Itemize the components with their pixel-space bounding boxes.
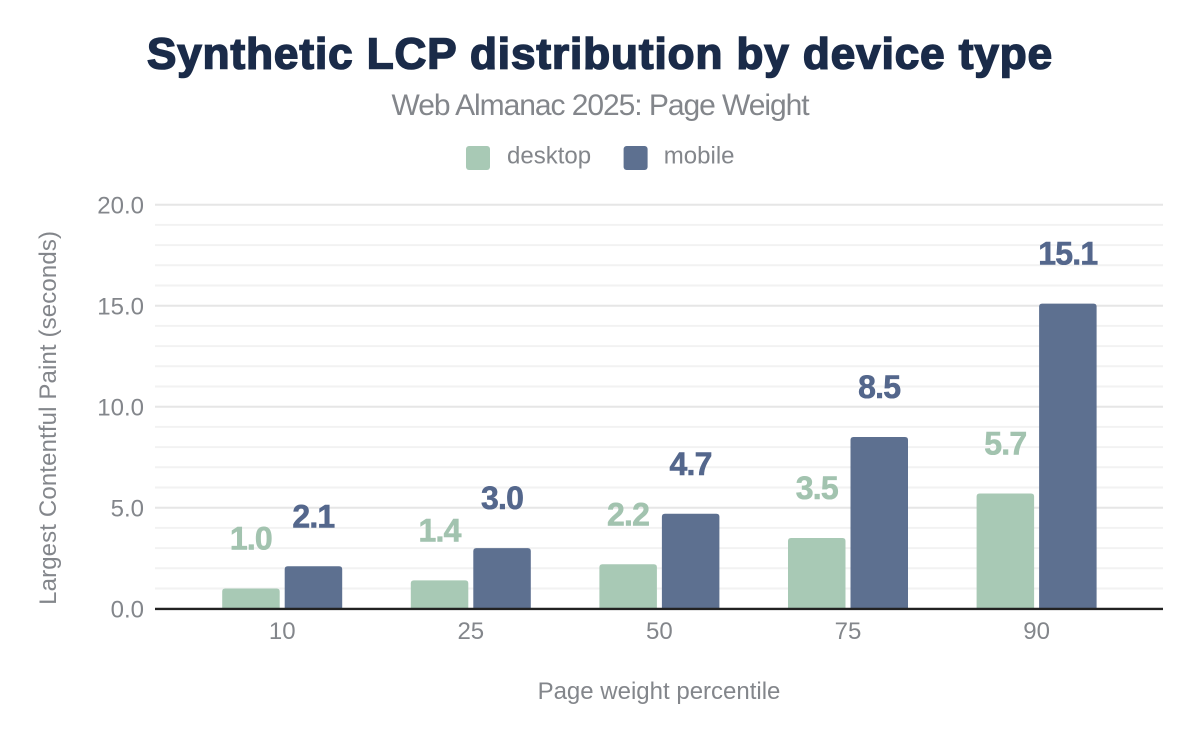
svg-text:5.7: 5.7 (984, 426, 1026, 462)
svg-text:1.0: 1.0 (230, 521, 272, 557)
svg-text:8.5: 8.5 (858, 369, 900, 405)
svg-text:15.0: 15.0 (97, 293, 144, 320)
svg-text:Page weight percentile: Page weight percentile (538, 678, 781, 705)
svg-text:25: 25 (457, 618, 484, 645)
svg-text:3.0: 3.0 (481, 480, 523, 516)
svg-text:2.1: 2.1 (292, 498, 334, 534)
svg-text:90: 90 (1023, 618, 1050, 645)
svg-text:75: 75 (835, 618, 862, 645)
svg-text:3.5: 3.5 (796, 470, 838, 506)
svg-text:0.0: 0.0 (111, 596, 144, 623)
svg-text:10.0: 10.0 (97, 394, 144, 421)
svg-text:1.4: 1.4 (419, 512, 462, 548)
svg-text:4.7: 4.7 (670, 446, 712, 482)
svg-text:desktop: desktop (507, 143, 591, 170)
svg-text:Synthetic LCP distribution by: Synthetic LCP distribution by device typ… (147, 30, 1053, 79)
svg-text:15.1: 15.1 (1038, 236, 1097, 272)
svg-text:Largest Contentful Paint (seco: Largest Contentful Paint (seconds) (35, 231, 62, 605)
svg-text:5.0: 5.0 (111, 495, 144, 522)
svg-text:20.0: 20.0 (97, 192, 144, 219)
svg-text:Web Almanac 2025: Page Weight: Web Almanac 2025: Page Weight (391, 89, 810, 122)
svg-text:mobile: mobile (664, 143, 735, 170)
svg-text:50: 50 (646, 618, 673, 645)
svg-text:10: 10 (269, 618, 296, 645)
svg-text:2.2: 2.2 (607, 496, 649, 532)
